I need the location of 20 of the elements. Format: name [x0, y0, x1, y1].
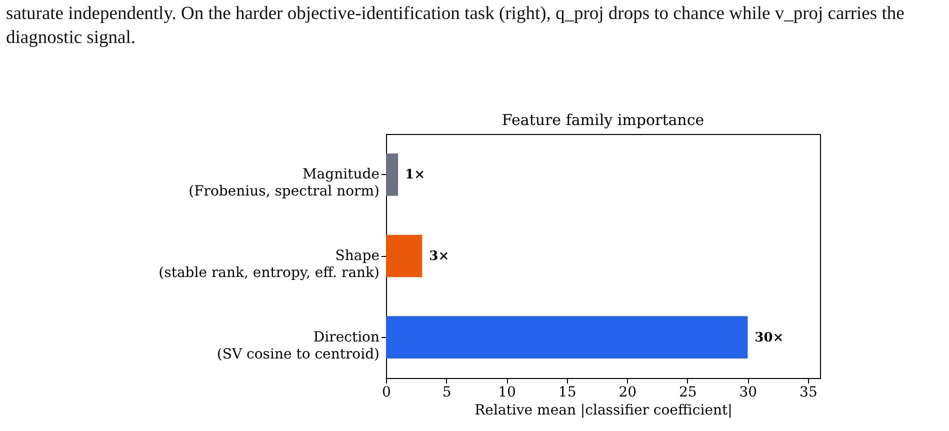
x-tick-label: 25	[678, 384, 697, 400]
bar	[386, 316, 748, 358]
x-tick-label: 10	[498, 384, 516, 400]
x-axis-title: Relative mean |classifier coefficient|	[474, 402, 732, 418]
data-label: 1×	[405, 168, 426, 183]
data-label: 30×	[754, 330, 784, 346]
bar	[386, 234, 422, 278]
y-tick-label: Direction (SV cosine to centroid)	[216, 329, 380, 362]
x-tick-label: 5	[442, 384, 452, 400]
y-tick-label: Shape (stable rank, entropy, eff. rank)	[158, 248, 380, 281]
y-tick-label: Magnitude (Frobenius, spectral norm)	[188, 166, 380, 200]
data-label: 3×	[429, 249, 450, 264]
x-tick-label: 20	[618, 384, 637, 400]
bar	[386, 154, 398, 196]
x-tick-label: 35	[800, 384, 818, 400]
chart-title: Feature family importance	[502, 111, 704, 129]
x-tick-label: 15	[558, 384, 576, 400]
x-tick-label: 0	[382, 384, 391, 400]
x-tick-label: 30	[739, 384, 758, 400]
text: saturate independently. On the harder objective-identification task (right), q_proj drops to chance while v_proj carries the diagnostic signal.	[6, 3, 906, 50]
